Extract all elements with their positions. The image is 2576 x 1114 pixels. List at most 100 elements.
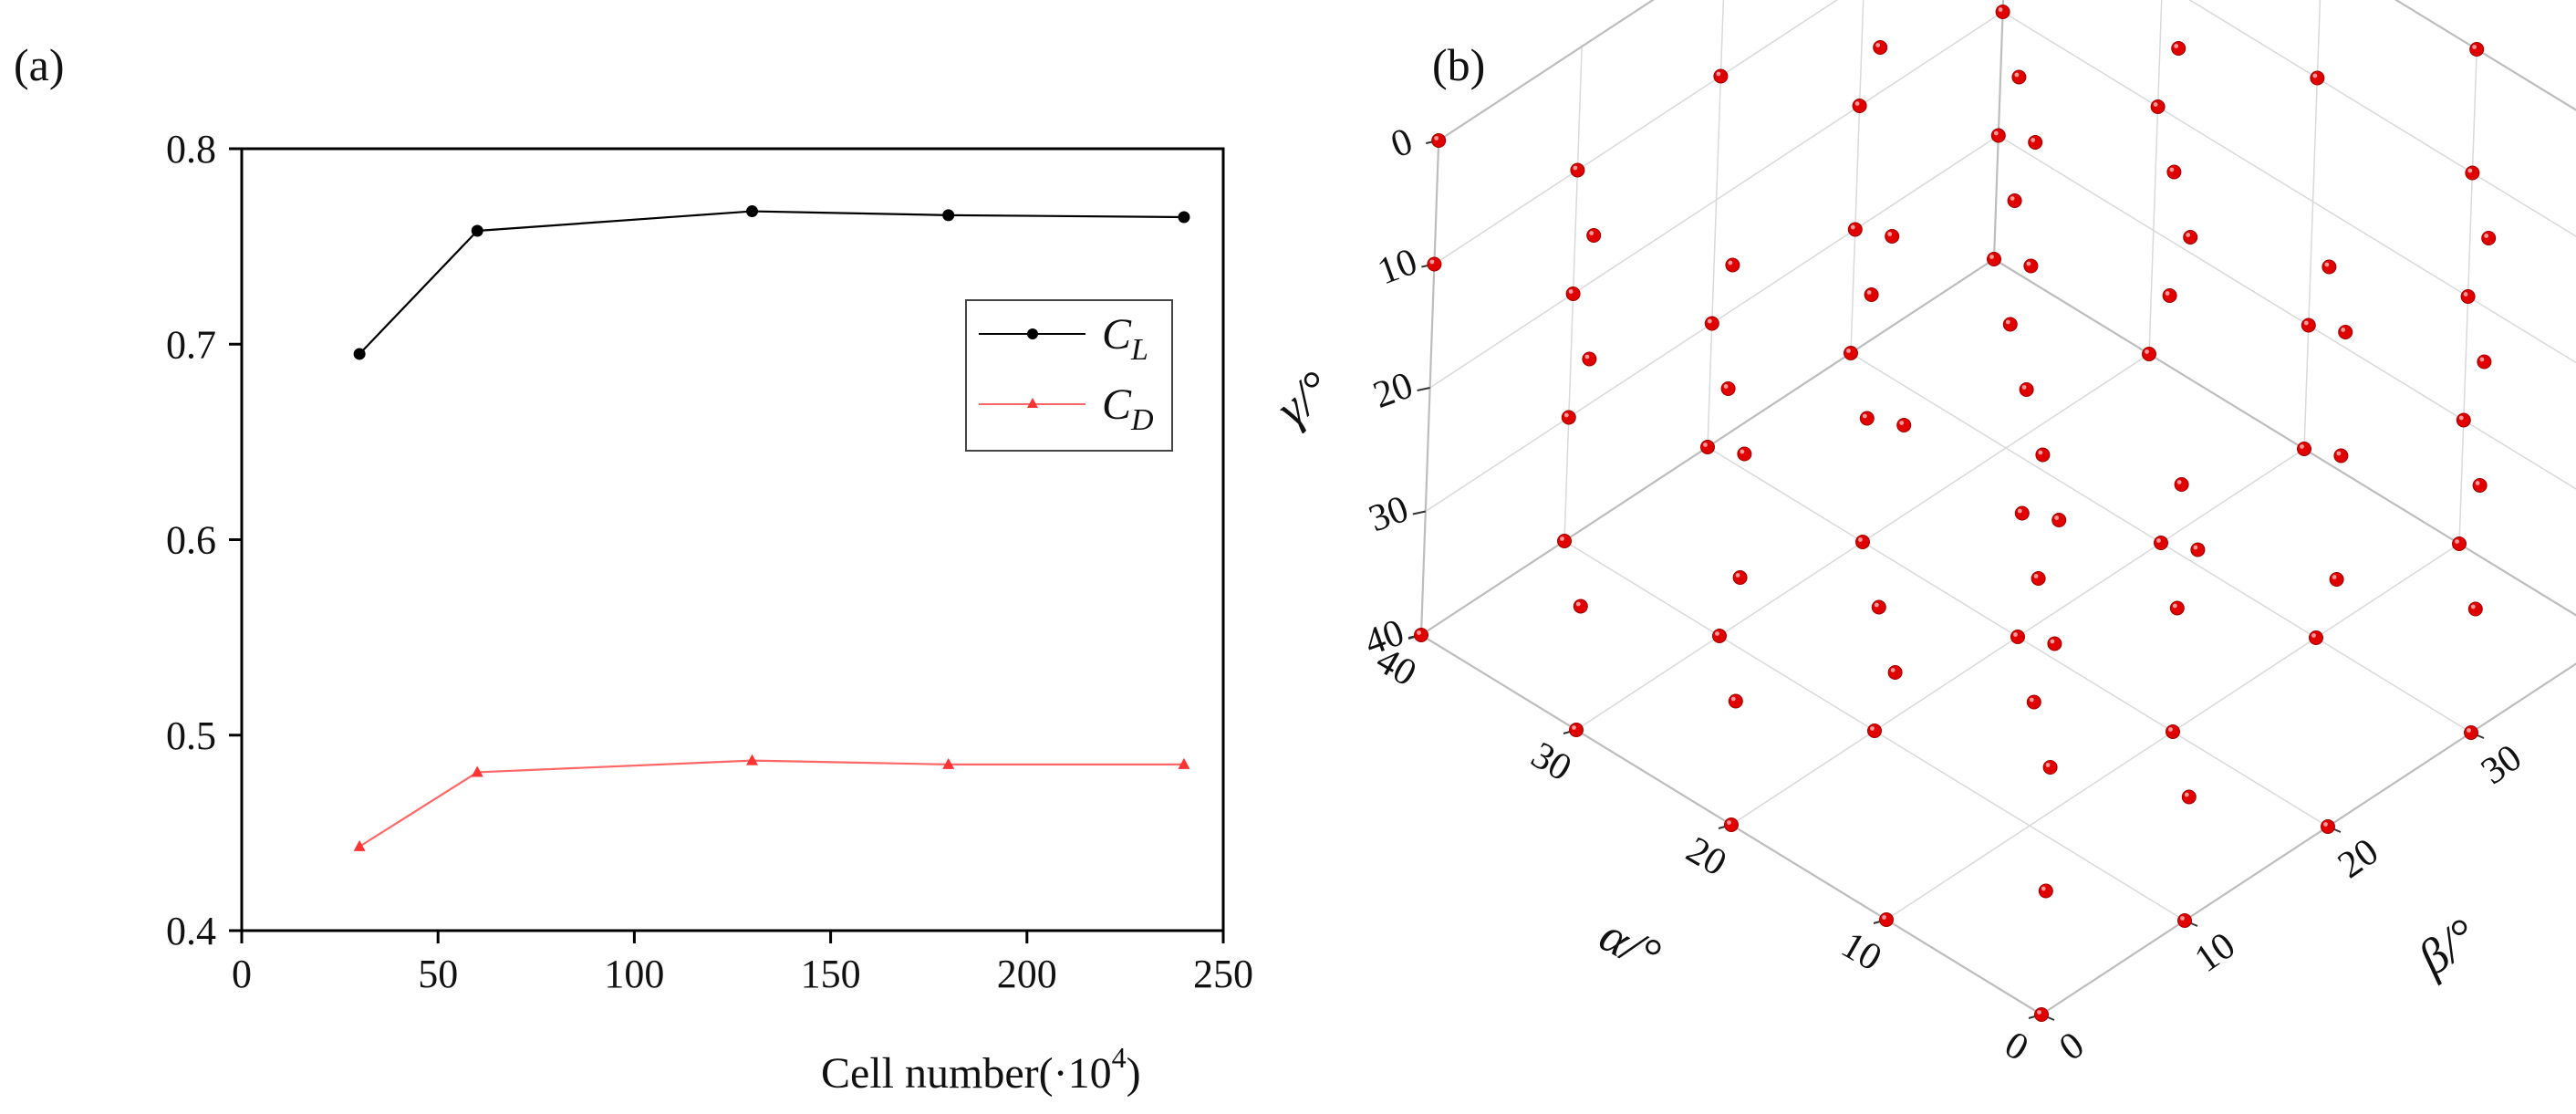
data-point-highlight <box>2026 261 2031 266</box>
box-edge <box>1438 0 1655 141</box>
data-point-3d <box>1847 222 1863 237</box>
data-point-highlight <box>2341 328 2346 332</box>
data-point-3d <box>2007 193 2022 208</box>
data-point-highlight <box>1434 136 1439 141</box>
alpha-tick-label: 30 <box>1524 734 1578 790</box>
data-point-highlight <box>2174 44 2179 48</box>
x-tick-label: 50 <box>418 952 458 996</box>
data-point-3d <box>1732 570 1748 585</box>
data-point-highlight <box>1728 260 1733 265</box>
data-point-highlight <box>1568 289 1574 294</box>
data-point-highlight <box>1584 354 1590 359</box>
y-tick-label: 0.6 <box>166 518 216 563</box>
data-point-3d <box>1844 346 1858 360</box>
legend-label-cl: CL <box>1102 310 1148 367</box>
data-point-3d <box>2028 135 2043 150</box>
data-point-3d <box>1724 817 1739 832</box>
data-point-highlight <box>2193 545 2198 550</box>
data-point-3d <box>2333 448 2349 463</box>
data-point-3d <box>1427 256 1442 272</box>
data-point-3d <box>1885 229 1900 244</box>
data-point-highlight <box>2165 291 2170 296</box>
data-point-highlight <box>1899 421 1905 425</box>
data-point-3d <box>1737 446 1752 462</box>
data-point <box>942 209 955 222</box>
wall-grid-line <box>2148 0 2163 355</box>
data-point <box>353 839 366 851</box>
data-point-3d <box>2002 317 2018 332</box>
beta-tick-label: 0 <box>2052 1024 2093 1069</box>
x-axis-title: Cell number(·104) <box>821 1041 1141 1098</box>
data-point-3d <box>2477 354 2492 370</box>
data-point-highlight <box>2324 262 2330 267</box>
legend: CL CD <box>965 299 1173 452</box>
data-point-highlight <box>1866 290 1872 295</box>
data-point-3d <box>1720 381 1736 396</box>
data-point-highlight <box>1735 573 1740 578</box>
data-point-highlight <box>2041 886 2046 891</box>
legend-box <box>965 299 1173 452</box>
wall-grid-line <box>1433 0 1839 265</box>
data-point-highlight <box>1575 601 1581 607</box>
data-point-highlight <box>1998 7 2003 12</box>
data-point-highlight <box>1882 915 1886 920</box>
data-point-highlight <box>2300 444 2304 449</box>
data-point-highlight <box>1740 449 1745 454</box>
gamma-tick-label: 30 <box>1364 488 1414 541</box>
points-3d <box>1414 5 2497 1022</box>
data-point-highlight <box>2484 234 2489 238</box>
data-point-highlight <box>2323 822 2328 827</box>
data-point-3d <box>2467 601 2483 617</box>
data-point-highlight <box>2145 349 2149 354</box>
wall-grid-line <box>2002 11 2576 364</box>
data-point-3d <box>2309 630 2323 645</box>
data-point-highlight <box>1707 318 1712 324</box>
gamma-tick-label: 10 <box>1372 241 1422 294</box>
data-point-highlight <box>1723 384 1729 389</box>
data-point-3d <box>2010 630 2025 644</box>
data-point-3d <box>2469 42 2485 57</box>
data-point-3d <box>1704 316 1719 331</box>
legend-label-cl-sub: L <box>1130 333 1148 367</box>
data-point-3d <box>1864 287 1879 302</box>
data-point-highlight <box>1727 820 1731 825</box>
data-point-highlight <box>1887 232 1893 236</box>
wall-grid-line <box>2394 0 2576 111</box>
wall-grid-line <box>1850 0 1864 354</box>
gamma-tick <box>1417 387 1430 391</box>
data-point-3d <box>1700 440 1715 454</box>
data-point-highlight <box>2156 538 2161 543</box>
data-point <box>353 348 366 360</box>
box-frame-3d <box>1419 0 2576 1015</box>
data-point-3d <box>1995 5 2010 19</box>
alpha-tick-label: 0 <box>1998 1024 2035 1069</box>
series-line-1 <box>358 759 1184 848</box>
data-point-3d <box>1713 68 1729 84</box>
data-point-3d <box>1712 629 1727 643</box>
panel-b-label: (b) <box>1432 39 1485 90</box>
data-point-3d <box>2456 412 2471 428</box>
data-point-3d <box>1570 162 1585 178</box>
data-point-highlight <box>2312 73 2318 78</box>
data-point-highlight <box>2054 515 2060 520</box>
data-point-3d <box>1728 693 1743 709</box>
legend-label-cd: CD <box>1102 380 1154 437</box>
data-point-3d <box>2019 382 2034 397</box>
data-point-3d <box>2035 447 2051 463</box>
data-point-highlight <box>2013 632 2018 637</box>
data-point-3d <box>1871 599 1886 615</box>
x-tick-label: 100 <box>604 952 664 996</box>
ticks-3d: 010203040010203040010203040 <box>1359 120 2529 1069</box>
beta-axis-title: β/° <box>2407 908 2487 986</box>
gamma-tick-label: 20 <box>1368 364 1418 417</box>
data-point-3d <box>1859 411 1875 426</box>
data-point-highlight <box>1870 726 1875 731</box>
data-point-3d <box>2472 478 2488 493</box>
data-point-highlight <box>2479 357 2485 362</box>
data-point-3d <box>1896 418 1912 432</box>
beta-tick-label: 30 <box>2474 736 2529 793</box>
data-point-highlight <box>2037 1010 2041 1015</box>
wall-grid-line <box>1438 0 1655 141</box>
data-point-3d <box>2481 231 2497 245</box>
